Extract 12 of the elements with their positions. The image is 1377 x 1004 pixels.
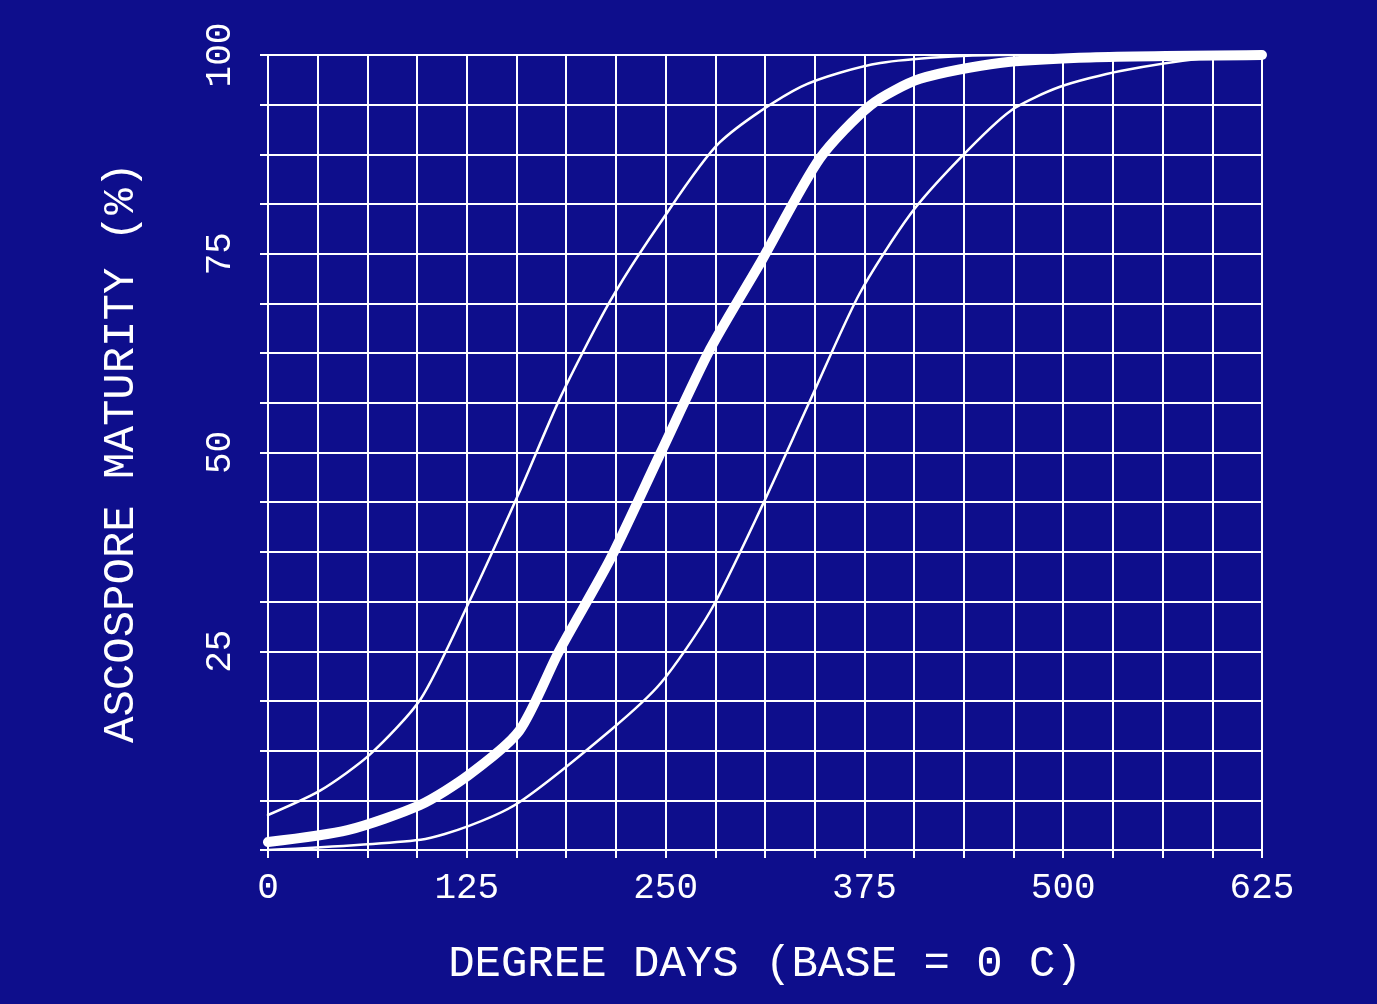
y-tick-label: 100 <box>199 22 241 88</box>
x-tick-label: 250 <box>633 867 699 909</box>
x-axis-title: DEGREE DAYS (BASE = 0 C) <box>448 939 1082 989</box>
x-tick-label: 0 <box>257 867 279 909</box>
y-tick-label: 25 <box>199 629 241 673</box>
x-tick-label: 500 <box>1030 867 1096 909</box>
y-axis-title: ASCOSPORE MATURITY (%) <box>96 162 146 743</box>
x-tick-label: 375 <box>831 867 897 909</box>
y-tick-label: 50 <box>199 430 241 475</box>
y-tick-label: 75 <box>199 232 241 276</box>
x-tick-label: 125 <box>434 867 500 909</box>
x-tick-label: 625 <box>1229 867 1295 909</box>
